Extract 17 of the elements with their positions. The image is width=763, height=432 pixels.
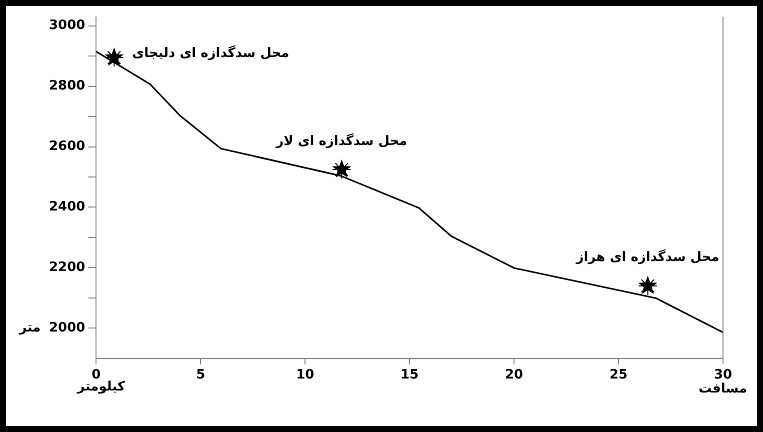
- x-tick-label: 30: [714, 368, 732, 383]
- y-tick-label: 3000: [48, 18, 86, 34]
- x-tick-label: 5: [196, 368, 206, 383]
- annotation: محل سدگدازه ای دلیجای: [132, 44, 290, 61]
- y-axis-title: متر: [18, 320, 41, 336]
- x-tick-label: 10: [296, 368, 314, 383]
- y-tick-label: 2800: [48, 78, 86, 94]
- y-tick-label: 2200: [48, 260, 86, 276]
- y-tick-label: 2600: [48, 139, 86, 154]
- annotation: محل سدگدازه ای لار: [275, 132, 408, 149]
- x-tick-label: 20: [505, 368, 524, 383]
- x-tick-label: 15: [400, 368, 419, 383]
- x-tick-label: 25: [609, 368, 628, 383]
- y-tick-label: 2000: [48, 320, 86, 336]
- y-tick-label: 2400: [48, 200, 86, 215]
- x-axis-title: مسافت: [698, 381, 747, 396]
- annotation: محل سدگدازه ای هراز: [575, 249, 720, 266]
